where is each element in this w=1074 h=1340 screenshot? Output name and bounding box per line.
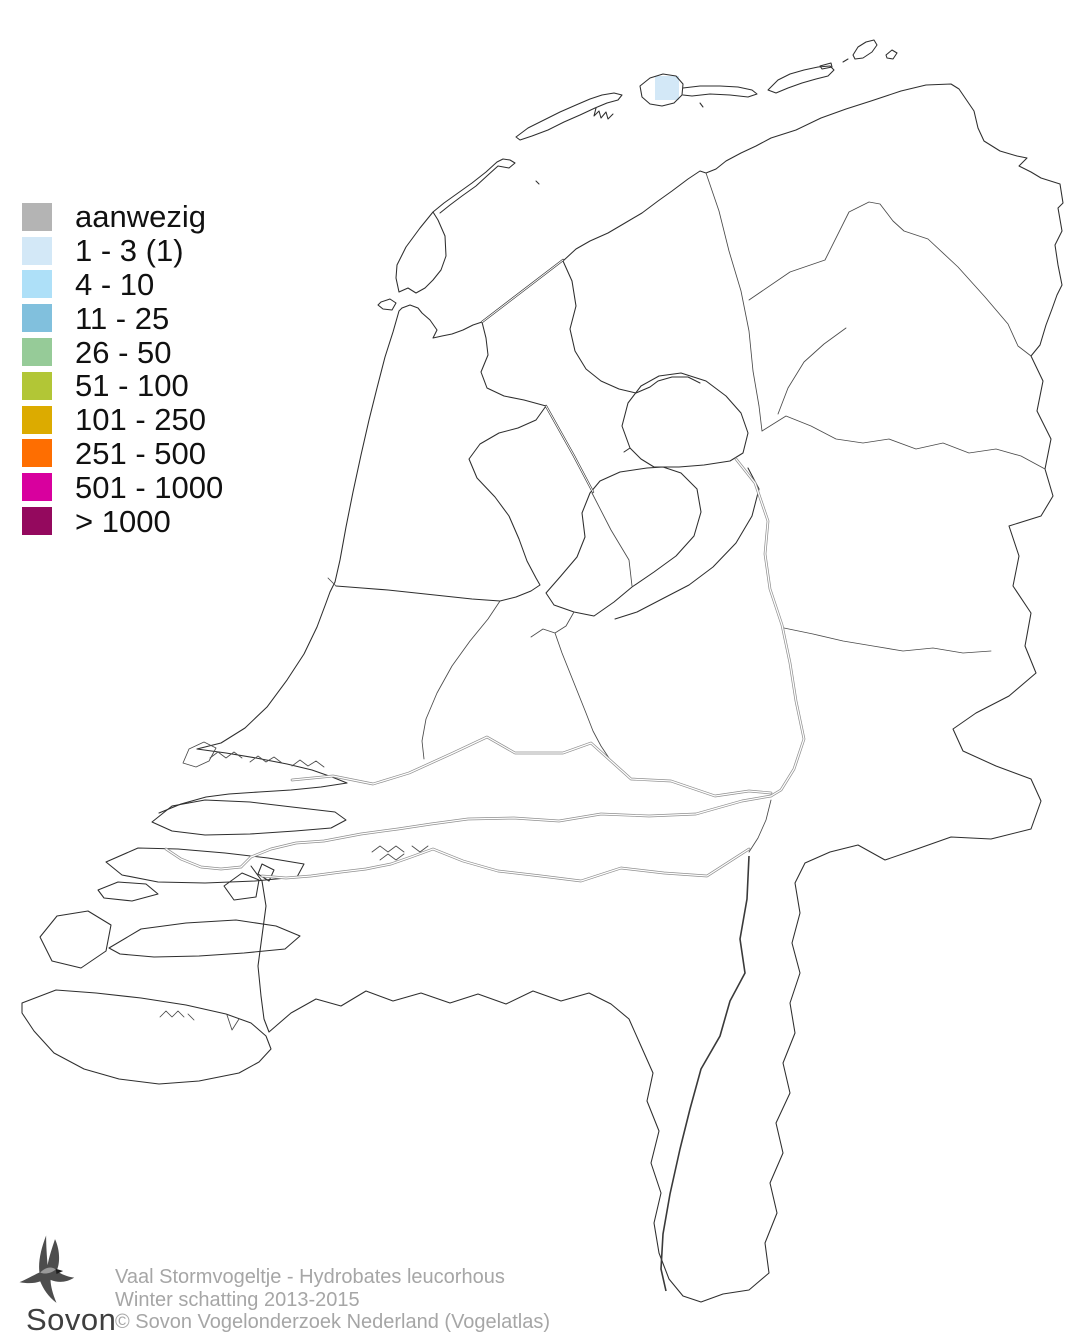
island-texel-spit: [432, 158, 516, 214]
islet-tick: [842, 58, 849, 63]
border-outer: [268, 83, 1064, 1303]
dikes: [480, 258, 595, 494]
islet-eierland: [535, 180, 540, 185]
border-groningen-drenthe: [748, 201, 1032, 357]
coast-brabant-west: [250, 865, 270, 1033]
legend-row: 11 - 25: [22, 301, 223, 335]
polder-noordoost: [621, 372, 749, 468]
legend-swatch-51-100: [22, 371, 52, 400]
legend-label: 51 - 100: [75, 368, 189, 404]
coast-waterweg: [158, 748, 348, 814]
border-overijssel-drenthe: [761, 415, 1046, 470]
island-vlieland: [515, 92, 623, 141]
legend-swatch-1-3: [22, 236, 52, 265]
legend-label: > 1000: [75, 503, 171, 539]
detail-harbor-1: [209, 751, 243, 759]
island-zuidbeveland: [108, 919, 301, 958]
legend-row: 501 - 1000: [22, 470, 223, 504]
legend-label: 1 - 3 (1): [75, 233, 184, 269]
border-utrecht-holland: [421, 600, 501, 760]
legend-row: 26 - 50: [22, 335, 223, 369]
legend-row: > 1000: [22, 504, 223, 538]
sovon-logo-text: Sovon: [26, 1302, 117, 1337]
detail-maasvlakte: [182, 741, 217, 768]
island-terschelling-head: [639, 73, 684, 107]
legend-swatch-26-50: [22, 338, 52, 367]
polder-urk-tick: [623, 447, 631, 453]
island-schouwen: [105, 847, 305, 884]
detail-harbor-3: [291, 759, 325, 768]
border-drenthe-west: [777, 327, 847, 415]
legend-swatch-501-1000: [22, 473, 52, 502]
island-goeree: [151, 799, 347, 836]
legend-swatch-aanwezig: [22, 202, 52, 231]
border-utrecht-gelderland: [554, 632, 610, 759]
legend-swatch-4-10: [22, 270, 52, 299]
legend-label: 101 - 250: [75, 402, 206, 438]
coast-randmeren: [614, 467, 760, 620]
island-tholen: [223, 872, 260, 901]
detail-biesbosch-3: [411, 845, 429, 853]
island-terschelling-tick: [699, 102, 704, 108]
border-eem: [530, 611, 575, 638]
legend-label: 26 - 50: [75, 334, 172, 370]
legend-label: 4 - 10: [75, 266, 155, 302]
border-braakman: [226, 1014, 240, 1031]
coast-noordholland: [335, 304, 547, 602]
caption-period: Winter schatting 2013-2015: [115, 1288, 360, 1311]
island-terschelling-tail: [682, 85, 758, 98]
legend-swatch-gt-1000: [22, 507, 52, 536]
legend-row: 251 - 500: [22, 437, 223, 471]
legend-row: 51 - 100: [22, 369, 223, 403]
legend-label: 251 - 500: [75, 435, 206, 471]
legend-row: 4 - 10: [22, 268, 223, 302]
region-zeeuwsvlaanderen: [21, 989, 272, 1085]
legend-swatch-251-500: [22, 439, 52, 468]
legend-row: 1 - 3 (1): [22, 234, 223, 268]
detail-harbor-2: [249, 755, 283, 764]
map-caption: Vaal Stormvogeltje - Hydrobates leucorho…: [115, 1266, 550, 1334]
island-texel: [395, 211, 447, 294]
province-borders: [159, 172, 1046, 1031]
coastline: [21, 39, 1064, 1303]
border-vecht: [783, 627, 992, 654]
river-maas-limburg: [660, 855, 750, 1292]
caption-copyright: © Sovon Vogelonderzoek Nederland (Vogela…: [115, 1311, 551, 1333]
detail-ijmuiden-pier: [327, 577, 337, 587]
caption-species: Vaal Stormvogeltje - Hydrobates leucorho…: [115, 1266, 505, 1288]
island-ameland: [767, 65, 835, 94]
legend-label: 11 - 25: [75, 300, 170, 336]
detail-biesbosch-2: [379, 853, 405, 861]
polder-flevoland: [545, 466, 702, 617]
island-schiermonnikoog: [852, 39, 878, 60]
detail-biesbosch-1: [371, 845, 405, 853]
detail-zvl-squiggle: [159, 1010, 195, 1021]
legend-label: 501 - 1000: [75, 469, 224, 505]
coast-west: [196, 307, 403, 750]
islet-rottum-1: [885, 49, 898, 60]
island-noorderhaaks: [377, 298, 397, 311]
legend-row: aanwezig: [22, 200, 223, 234]
islet-rottum-2: [819, 62, 833, 70]
rivers: [164, 457, 806, 1292]
legend-swatch-11-25: [22, 304, 52, 333]
occupied-cell: [655, 76, 679, 100]
border-knardijk: [591, 492, 633, 587]
island-walcheren: [39, 910, 112, 969]
island-stphilipsland: [257, 863, 275, 882]
island-vlieland-dunes: [593, 107, 614, 120]
legend: aanwezig 1 - 3 (1) 4 - 10 11 - 25 26 - 5…: [22, 200, 223, 538]
legend-label: aanwezig: [75, 199, 206, 235]
border-friesland-groningen: [705, 172, 763, 432]
island-noordbeveland: [97, 881, 159, 902]
legend-swatch-101-250: [22, 405, 52, 434]
border-maas-mook: [748, 799, 772, 853]
coast-friesland-ijsselmeer: [562, 260, 701, 394]
legend-row: 101 - 250: [22, 403, 223, 437]
sovon-logo: Sovon: [10, 1234, 120, 1337]
swallow-icon: [19, 1235, 75, 1303]
